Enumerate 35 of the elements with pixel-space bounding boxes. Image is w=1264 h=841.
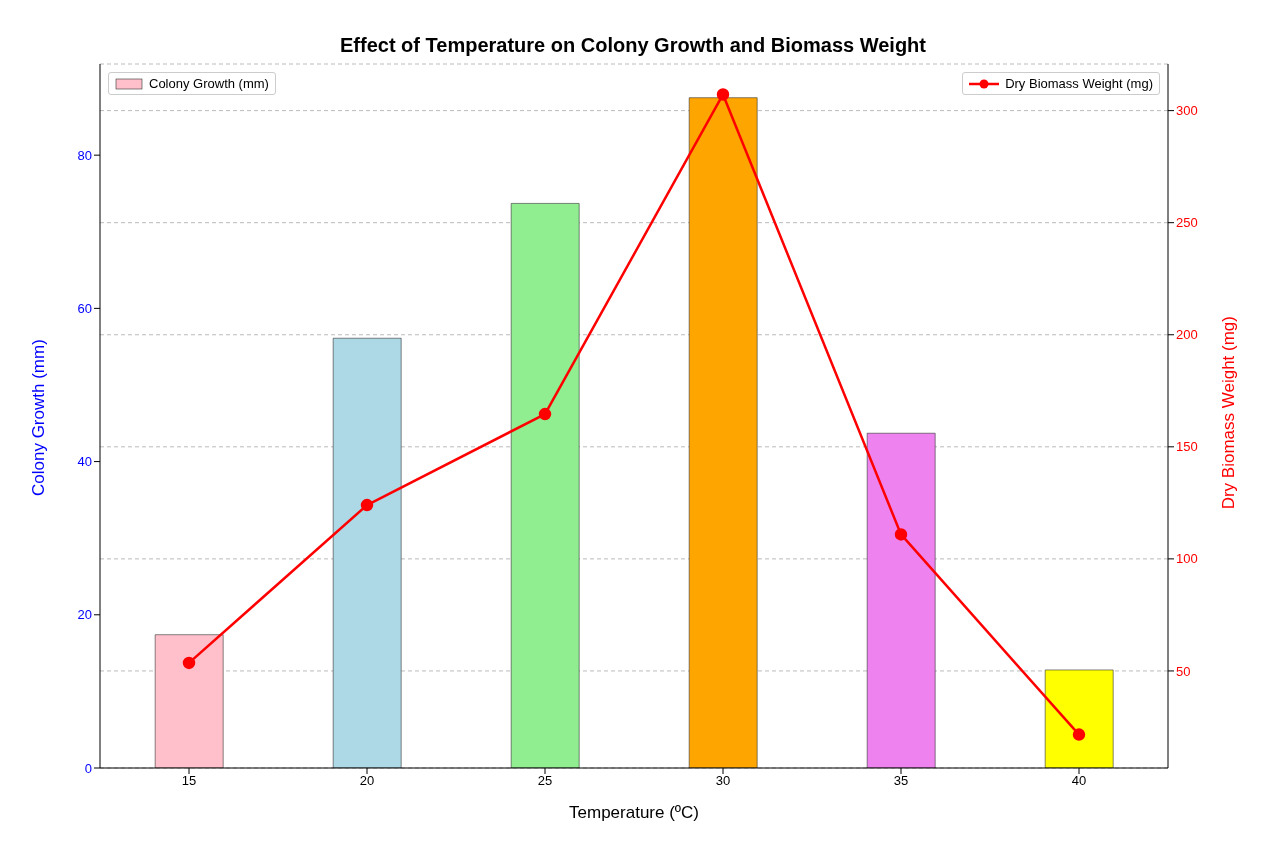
x-tick-label: 25	[537, 773, 553, 789]
legend-label: Dry Biomass Weight (mg)	[1005, 76, 1153, 91]
bar	[510, 203, 580, 768]
point	[894, 528, 908, 541]
legend-label: Colony Growth (mm)	[149, 76, 269, 91]
y2-axis-title: Dry Biomass Weight (mg)	[1219, 316, 1239, 510]
x-tick-label: 20	[359, 773, 375, 789]
point	[538, 407, 552, 421]
point	[1072, 728, 1086, 741]
point	[182, 656, 196, 670]
y-tick-label: 20	[77, 607, 92, 623]
x-tick-label: 35	[893, 773, 909, 789]
y-tick-label: 80	[77, 147, 92, 163]
y2-tick-label: 300	[1176, 103, 1198, 119]
x-axis-title: Temperature (ºC)	[569, 803, 699, 822]
y-tick-label: 60	[77, 300, 92, 316]
x-tick-label: 40	[1071, 773, 1087, 789]
point	[716, 88, 730, 101]
point	[360, 498, 374, 512]
y-tick-label: 0	[84, 760, 92, 776]
y-axis-title: Colony Growth (mm)	[29, 339, 49, 496]
y2-tick-label: 200	[1176, 327, 1198, 343]
y2-tick-label: 250	[1176, 215, 1198, 231]
x-tick-label: 15	[181, 773, 197, 789]
bar	[866, 432, 936, 768]
y2-tick-label: 100	[1176, 551, 1198, 567]
y-tick-label: 40	[77, 454, 92, 470]
bar	[154, 634, 224, 768]
y2-tick-label: 150	[1176, 439, 1198, 455]
bar	[688, 97, 758, 768]
bar	[1044, 669, 1114, 768]
x-tick-label: 30	[715, 773, 731, 789]
chart-title: Effect of Temperature on Colony Growth and Biomass Weight	[339, 34, 927, 57]
bar	[332, 337, 402, 768]
y2-tick-label: 50	[1176, 663, 1191, 679]
